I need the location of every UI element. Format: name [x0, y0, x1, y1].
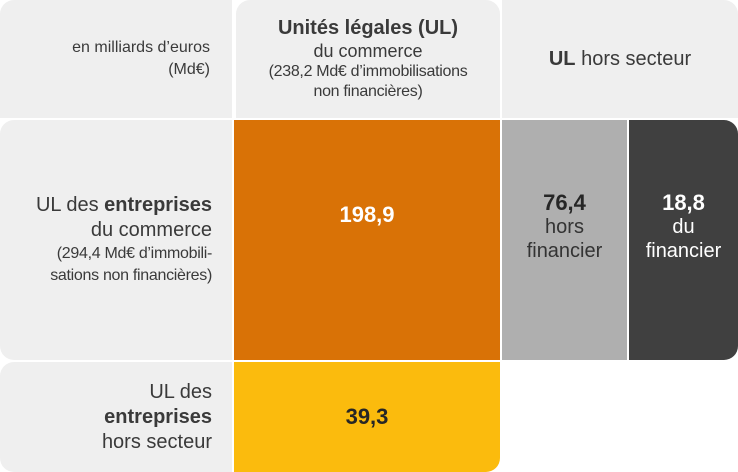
cell-financier-value: 18,8: [662, 190, 705, 215]
cell-hors-secteur-commerce-value: 39,3: [345, 404, 389, 429]
unit-label-line2: (Md€): [168, 61, 210, 78]
cell-financier: 18,8 du financier: [629, 120, 738, 360]
column-header-hors-secteur-text: UL hors secteur: [549, 48, 691, 71]
row-header-commerce-line1: UL des entreprises: [36, 193, 212, 218]
column-header-commerce: Unités légales (UL) du commerce (238,2 M…: [236, 0, 500, 118]
column-header-commerce-line4: non financières): [313, 83, 423, 100]
unit-label-line1: en milliards d’euros: [72, 39, 210, 56]
cell-financier-label2: financier: [645, 240, 722, 262]
row-header-hors-secteur-bold: entreprises: [104, 405, 212, 428]
row-header-hors-secteur-line3: hors secteur: [101, 430, 212, 453]
row-header-hors-secteur: UL des entreprises hors secteur: [0, 362, 232, 472]
cell-hors-financier-value: 76,4: [543, 190, 586, 215]
cell-commerce-commerce-value: 198,9: [339, 202, 395, 227]
row-header-commerce: UL des entreprises du commerce (294,4 Md…: [0, 120, 232, 360]
cell-hors-financier-label2: financier: [526, 240, 603, 262]
row-header-commerce-line3: (294,4 Md€ d’immobili-: [56, 245, 213, 262]
cell-hors-secteur-commerce: 39,3: [234, 362, 500, 472]
row-header-commerce-bold: entreprises: [104, 194, 212, 216]
row-header-hors-secteur-line1: UL des: [149, 380, 212, 403]
column-header-commerce-line3: (238,2 Md€ d’immobilisations: [268, 63, 468, 80]
column-header-commerce-line2: du commerce: [313, 41, 423, 61]
column-header-hors-secteur-rest: hors secteur: [575, 47, 692, 70]
cell-financier-label1: du: [672, 216, 695, 238]
row-header-commerce-line4: sations non financières): [50, 267, 212, 284]
column-header-commerce-title: Unités légales (UL): [277, 17, 459, 39]
column-header-hors-secteur-bold: UL: [548, 47, 576, 70]
cell-commerce-commerce: 198,9: [234, 120, 500, 360]
row-header-commerce-prefix: UL des: [35, 194, 105, 216]
column-header-hors-secteur: UL hors secteur: [502, 0, 738, 118]
unit-label: en milliards d’euros (Md€): [0, 0, 232, 118]
row-header-commerce-line2: du commerce: [90, 219, 212, 241]
cell-hors-financier: 76,4 hors financier: [502, 120, 627, 360]
cell-hors-financier-label1: hors: [545, 216, 584, 238]
